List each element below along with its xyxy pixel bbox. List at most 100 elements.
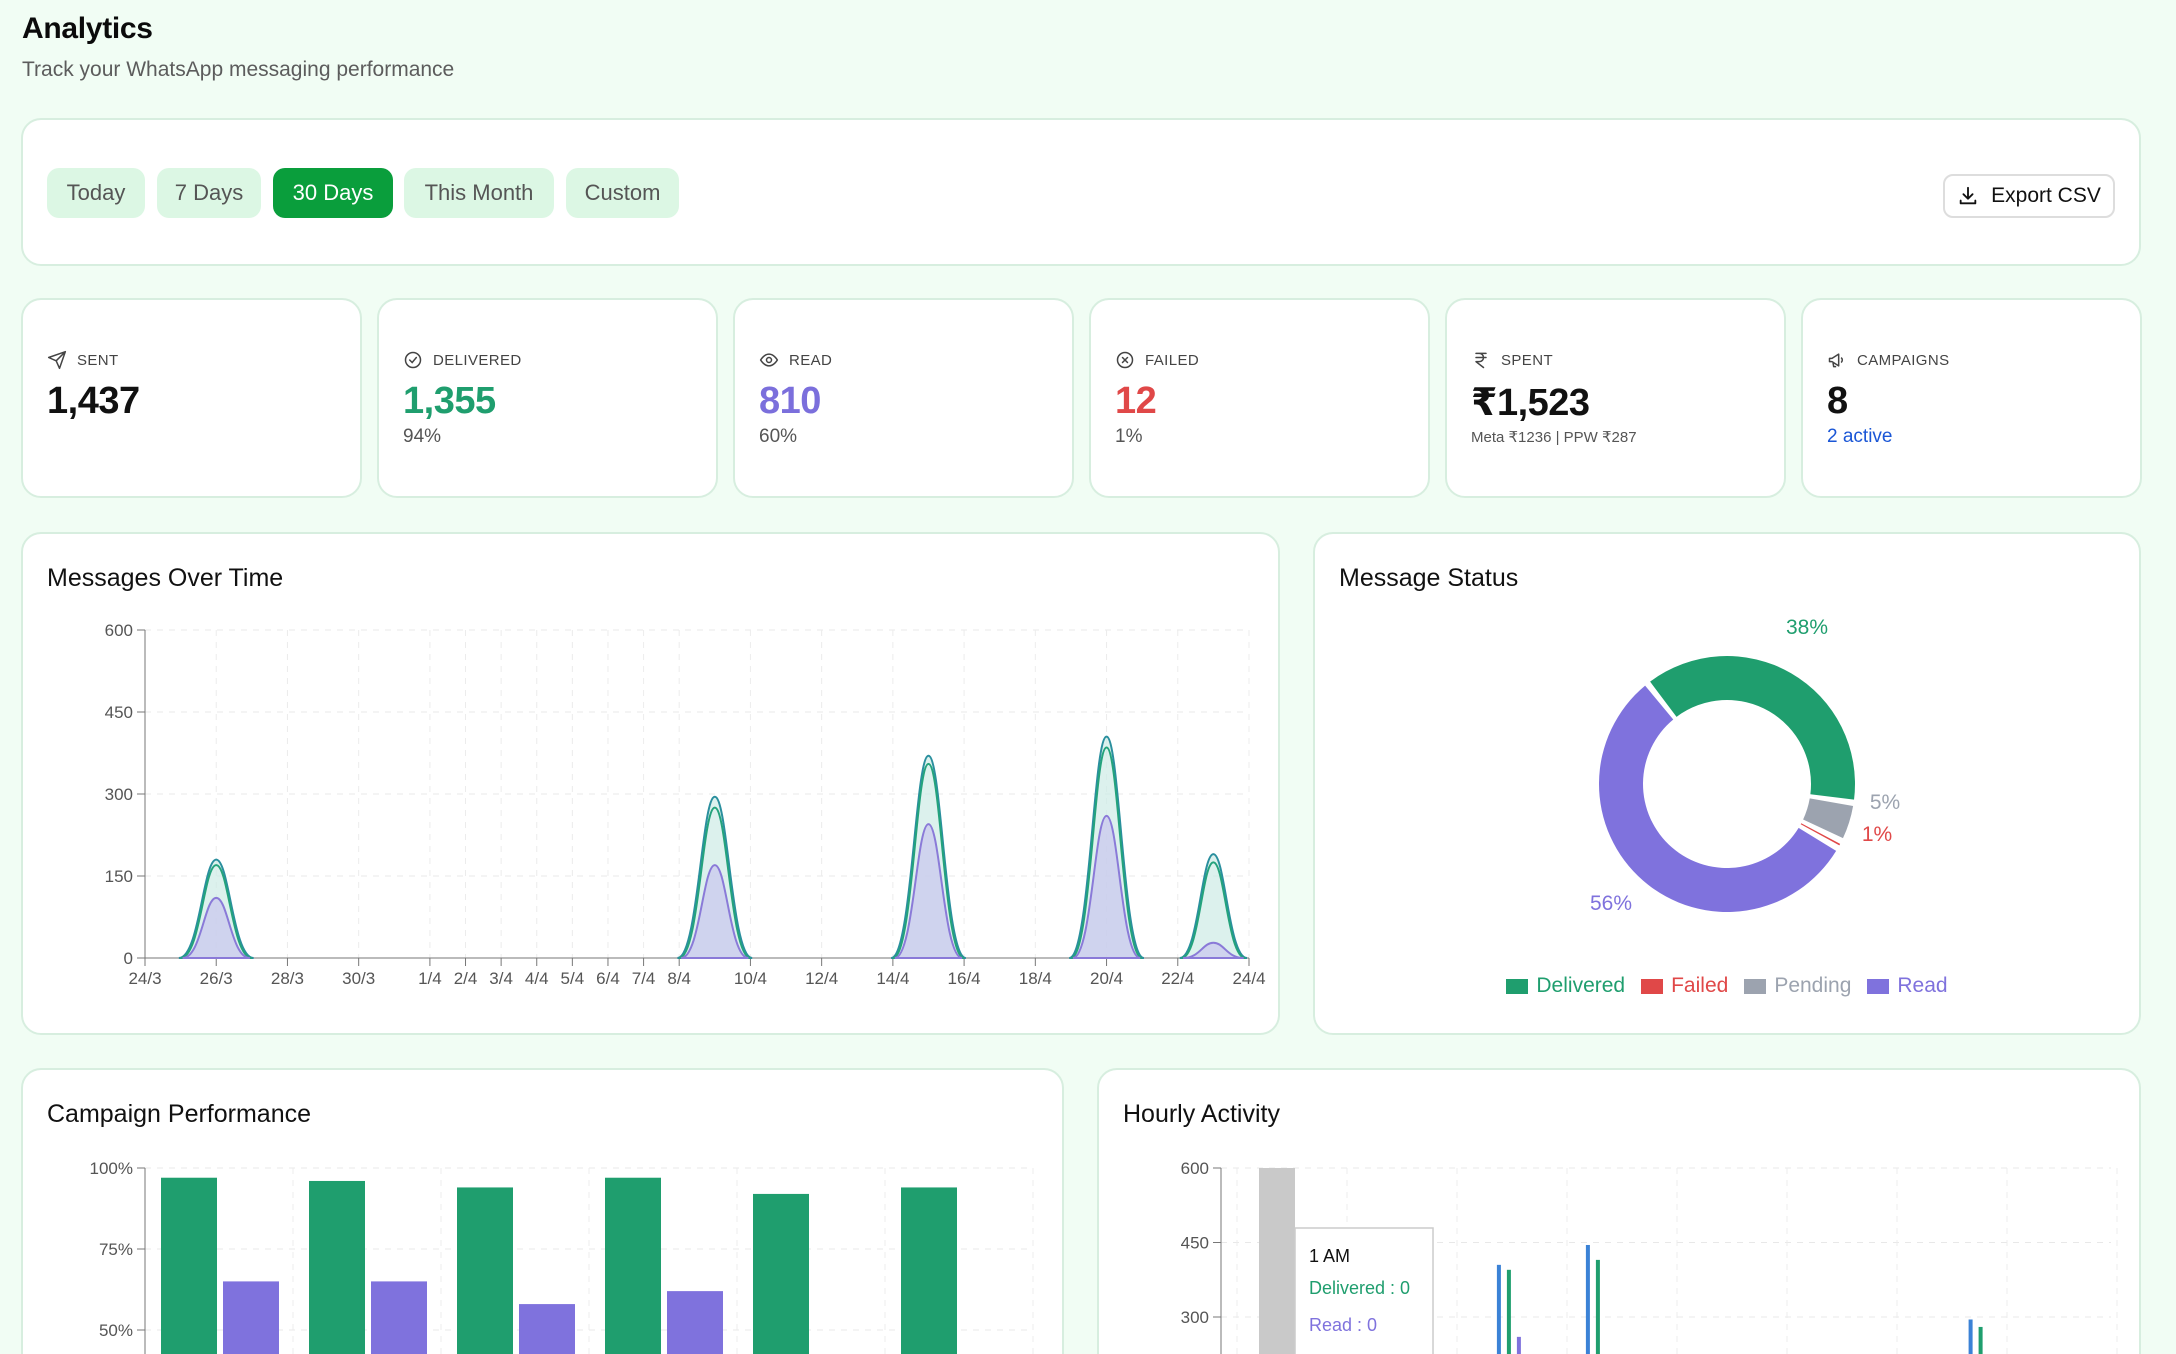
hourly-activity-chart[interactable]: 300 450 600 1 AM Delivered : 0 Read : 0: [1099, 1070, 2139, 1354]
slice-label: 1%: [1862, 823, 1892, 846]
x-circle-icon: [1116, 351, 1134, 369]
y-tick-label: 150: [105, 867, 133, 886]
y-tick-label: 75%: [99, 1240, 133, 1259]
x-tick-label: 7/4: [632, 969, 656, 988]
bar: [901, 1187, 957, 1354]
y-tick-label: 600: [1181, 1159, 1209, 1178]
y-tick-label: 300: [105, 785, 133, 804]
bar: [371, 1281, 427, 1354]
bar-sent: [1496, 1264, 1501, 1354]
stat-label: SENT: [77, 351, 119, 369]
read-area: [680, 864, 749, 959]
stat-card-campaigns: CAMPAIGNS 8 2 active: [1801, 298, 2142, 498]
panel-title: Campaign Performance: [47, 1100, 312, 1128]
x-tick-label: 22/4: [1161, 969, 1194, 988]
y-tick-label: 0: [124, 949, 133, 968]
chart-legend: Delivered Failed Pending Read: [1315, 974, 2139, 998]
legend-label: Read: [1897, 974, 1948, 997]
tooltip-read: Read : 0: [1309, 1315, 1377, 1335]
stat-sub: 60%: [759, 426, 798, 447]
x-tick-label: 30/3: [342, 969, 375, 988]
stat-sub[interactable]: 2 active: [1827, 426, 1893, 447]
bar: [753, 1193, 809, 1354]
x-tick-label: 20/4: [1090, 969, 1123, 988]
stat-label: SPENT: [1501, 351, 1554, 369]
slice-label: 56%: [1590, 892, 1632, 915]
legend-item-pending[interactable]: Pending: [1744, 974, 1851, 998]
tooltip-delivered: Delivered : 0: [1309, 1278, 1410, 1298]
range-30-days-button[interactable]: 30 Days: [273, 168, 393, 218]
tooltip: 1 AM Delivered : 0 Read : 0: [1294, 1227, 1434, 1354]
x-tick-label: 10/4: [734, 969, 767, 988]
stat-sub: Meta ₹1236 | PPW ₹287: [1471, 429, 1637, 446]
rupee-icon: [1475, 352, 1487, 369]
legend-item-read[interactable]: Read: [1867, 974, 1948, 998]
legend-item-failed[interactable]: Failed: [1641, 974, 1728, 998]
export-csv-button[interactable]: Export CSV: [1943, 174, 2115, 218]
legend-swatch: [1641, 978, 1664, 994]
stat-value: 1,355: [403, 380, 496, 422]
stat-label: DELIVERED: [433, 351, 522, 369]
slice-label: 5%: [1870, 791, 1900, 814]
stat-card-sent: SENT 1,437: [21, 298, 362, 498]
x-tick-label: 14/4: [876, 969, 909, 988]
range-custom-button[interactable]: Custom: [566, 168, 679, 218]
x-tick-label: 6/4: [596, 969, 620, 988]
x-tick-label: 24/4: [1232, 969, 1265, 988]
legend-swatch: [1506, 978, 1529, 994]
stat-value: 810: [759, 380, 821, 422]
delivered-line: [180, 864, 253, 959]
read-area: [1183, 941, 1244, 959]
x-tick-label: 12/4: [805, 969, 838, 988]
x-tick-label: 18/4: [1019, 969, 1052, 988]
check-circle-icon: [404, 351, 422, 369]
stat-label: READ: [789, 351, 833, 369]
messages-over-time-chart[interactable]: 0 150 300 450 600 24/3 26/3 28/3 30/3 1/4 2/4 3/4 4/…: [23, 534, 1278, 1033]
bar-read: [1516, 1336, 1521, 1354]
bar: [223, 1281, 279, 1354]
read-area: [894, 823, 963, 959]
message-status-chart[interactable]: 38% 5% 1% 56%: [1315, 534, 2139, 1033]
y-tick-label: 300: [1181, 1308, 1209, 1327]
x-tick-label: 8/4: [667, 969, 691, 988]
bar-sent: [1968, 1319, 1973, 1354]
range-this-month-button[interactable]: This Month: [404, 168, 554, 218]
range-today-button[interactable]: Today: [47, 168, 145, 218]
range-7-days-button[interactable]: 7 Days: [157, 168, 261, 218]
y-tick-label: 450: [1181, 1234, 1209, 1253]
stat-value: 8: [1827, 380, 1848, 422]
sent-area: [1179, 853, 1248, 959]
bar-delivered: [1506, 1269, 1511, 1354]
panel-title: Message Status: [1339, 564, 1519, 592]
bar-delivered: [1595, 1259, 1600, 1354]
bar: [161, 1177, 217, 1354]
stat-card-spent: SPENT ₹1,523 Meta ₹1236 | PPW ₹287: [1445, 298, 1786, 498]
read-area: [182, 896, 251, 959]
x-tick-label: 24/3: [128, 969, 161, 988]
eye-icon: [759, 353, 779, 367]
y-tick-label: 450: [105, 703, 133, 722]
stat-label: FAILED: [1145, 351, 1200, 369]
stat-card-failed: FAILED 12 1%: [1089, 298, 1430, 498]
stat-card-read: READ 810 60%: [733, 298, 1074, 498]
bar: [605, 1177, 661, 1354]
bar-delivered: [1978, 1326, 1983, 1354]
bar: [457, 1187, 513, 1354]
slice-failed: [1800, 823, 1841, 846]
x-tick-label: 28/3: [271, 969, 304, 988]
x-tick-label: 1/4: [418, 969, 442, 988]
x-tick-label: 4/4: [525, 969, 549, 988]
legend-item-delivered[interactable]: Delivered: [1506, 974, 1625, 998]
download-icon: [1959, 186, 1977, 205]
delivered-line: [892, 762, 965, 959]
campaign-performance-panel: Campaign Performance 50% 75% 100%: [21, 1068, 1064, 1354]
y-tick-label: 600: [105, 621, 133, 640]
legend-swatch: [1744, 978, 1767, 994]
send-icon: [47, 350, 67, 370]
stat-label: CAMPAIGNS: [1857, 351, 1950, 369]
bar: [309, 1180, 365, 1354]
stat-value: ₹1,523: [1471, 382, 1590, 424]
campaign-performance-chart[interactable]: 50% 75% 100%: [23, 1070, 1062, 1354]
x-tick-label: 16/4: [948, 969, 981, 988]
slice-pending: [1803, 798, 1854, 839]
